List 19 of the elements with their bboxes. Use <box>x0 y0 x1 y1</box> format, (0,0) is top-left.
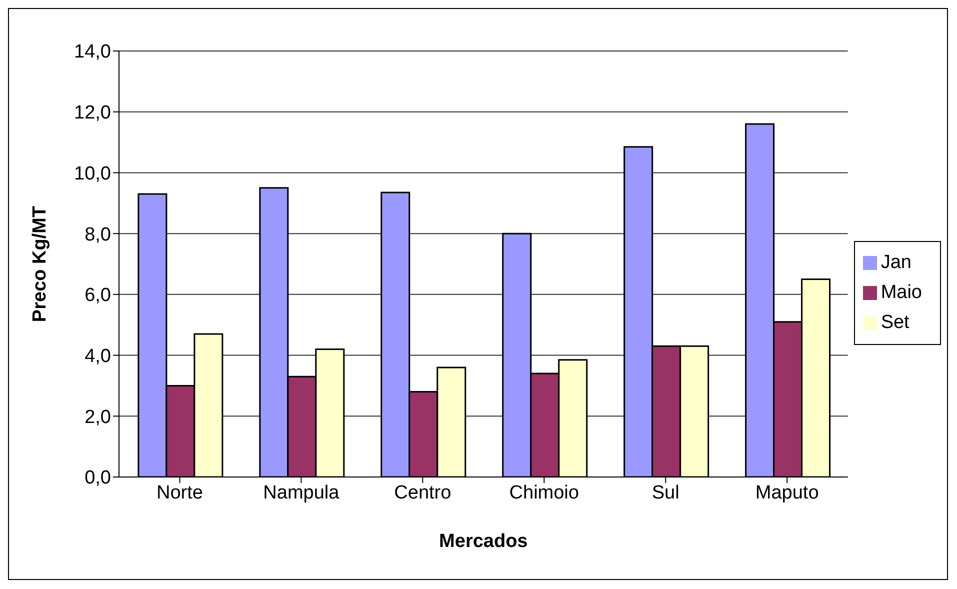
x-tick-label: Norte <box>156 482 203 504</box>
y-tick-label: 10,0 <box>74 163 111 184</box>
legend-label: Maio <box>880 282 922 303</box>
x-tick-label: Centro <box>394 482 452 504</box>
y-tick-label: 14,0 <box>74 42 111 63</box>
y-tick-label: 4,0 <box>84 346 111 368</box>
x-tick-label: Nampula <box>263 482 340 504</box>
x-tick-label: Maputo <box>755 482 819 504</box>
legend-label: Jan <box>880 252 912 273</box>
y-tick-label: 0,0 <box>84 468 111 489</box>
y-tick-label: 12,0 <box>74 102 111 124</box>
y-axis-title: Preco Kg/MT <box>30 206 51 322</box>
legend-label: Set <box>880 312 910 333</box>
x-tick-label: Chimoio <box>509 482 579 504</box>
y-tick-label: 2,0 <box>84 406 111 428</box>
y-tick-label: 6,0 <box>84 285 111 306</box>
y-tick-label: 8,0 <box>84 224 111 246</box>
x-axis-title: Mercados <box>439 531 528 552</box>
x-tick-label: Sul <box>652 482 680 504</box>
